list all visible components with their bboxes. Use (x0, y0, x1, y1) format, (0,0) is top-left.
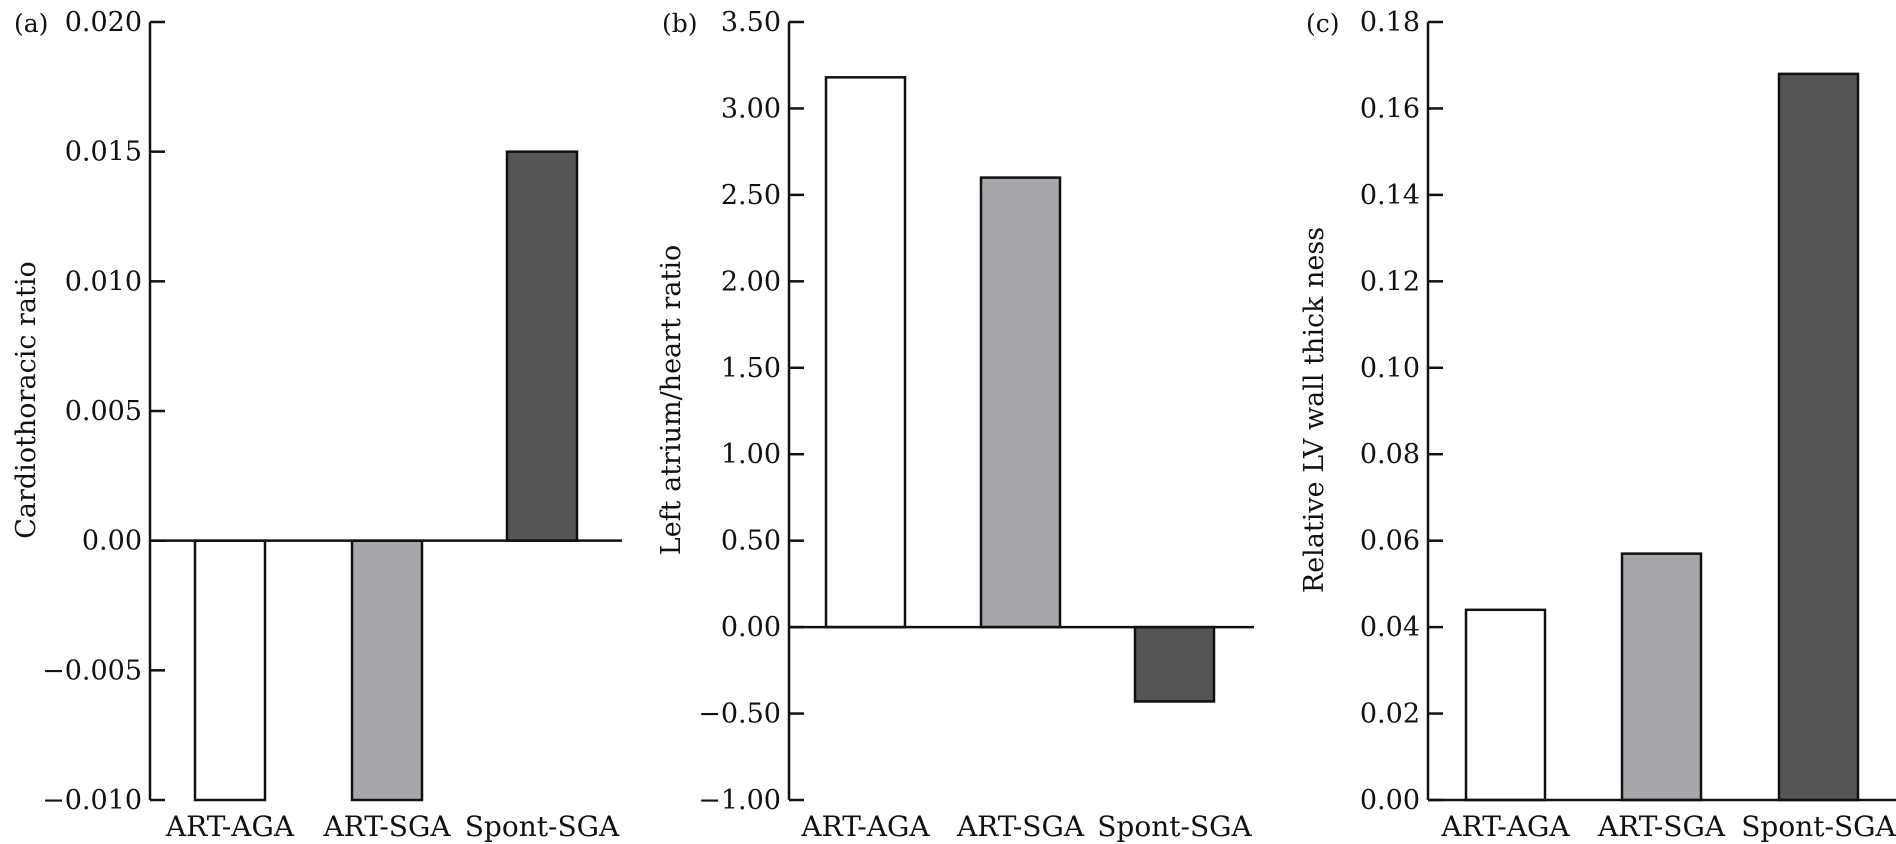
y-axis-title: Cardiothoracic ratio (11, 261, 42, 539)
bar-spont-sga (1133, 625, 1216, 703)
y-tick-label: 0.16 (1360, 93, 1420, 124)
panel-label: (a) (14, 9, 48, 38)
panel-label: (c) (1306, 9, 1340, 38)
y-tick-label: 0.02 (1360, 699, 1420, 730)
bar-spont-sga (1777, 72, 1860, 802)
bar-art-sga (1620, 552, 1703, 802)
bar-spont-sga (505, 150, 579, 542)
y-tick-label: −0.010 (42, 785, 142, 816)
y-tick-label: 0.50 (721, 526, 781, 557)
y-tick-label: −0.005 (42, 655, 142, 686)
y-tick-label: 0.04 (1360, 612, 1420, 643)
category-label: Spont-SGA (1097, 810, 1252, 843)
y-tick-label: 0.12 (1360, 266, 1420, 297)
category-label: ART-SGA (956, 810, 1085, 843)
bar-art-sga (350, 539, 424, 802)
y-tick-label: 0.00 (82, 526, 142, 557)
y-axis-title: Relative LV wall thick ness (1299, 227, 1330, 593)
y-tick-label: 0.010 (65, 266, 142, 297)
category-label: ART-AGA (1440, 810, 1570, 843)
y-axis-title: Left atrium/heart ratio (656, 245, 687, 555)
chart-panel-2: −1.00 −0.50 0.00 0.50 1.00 1.50 2.00 2.50 3.00 3.… (656, 7, 1254, 843)
panel-label: (b) (662, 9, 698, 38)
category-label: ART-SGA (1597, 810, 1726, 843)
chart-panel-3: 0.00 0.02 0.04 0.06 0.08 0.10 0.12 0.14 0.16 0.18… (1299, 7, 1896, 843)
y-tick-label: 1.00 (721, 439, 781, 470)
y-tick-label: 3.00 (721, 93, 781, 124)
y-tick-label: −0.50 (698, 699, 781, 730)
y-tick-label: −1.00 (698, 785, 781, 816)
y-tick-label: 0.00 (721, 612, 781, 643)
y-tick-label: 1.50 (721, 353, 781, 384)
category-label: ART-AGA (800, 810, 930, 843)
y-tick-label: 0.10 (1360, 353, 1420, 384)
y-tick-label: 3.50 (721, 7, 781, 38)
chart-panel-1: −0.010 −0.005 0.00 0.005 0.010 0.015 0.020 ART-… (11, 7, 622, 843)
bar-art-aga (193, 539, 267, 802)
y-tick-label: 2.50 (721, 180, 781, 211)
y-tick-label: 0.005 (65, 396, 142, 427)
y-tick-label: 0.020 (65, 7, 142, 38)
bar-art-aga (824, 76, 907, 629)
y-tick-label: 2.00 (721, 266, 781, 297)
y-tick-label: 0.015 (65, 137, 142, 168)
category-label: Spont-SGA (1741, 810, 1896, 843)
bar-art-sga (979, 176, 1062, 629)
y-tick-label: 0.06 (1360, 526, 1420, 557)
category-label: Spont-SGA (465, 810, 620, 843)
category-label: ART-SGA (322, 810, 451, 843)
bar-art-aga (1464, 608, 1547, 802)
y-tick-label: 0.00 (1360, 785, 1420, 816)
y-tick-label: 0.14 (1360, 180, 1420, 211)
category-label: ART-AGA (165, 810, 295, 843)
y-tick-label: 0.18 (1360, 7, 1420, 38)
y-tick-label: 0.08 (1360, 439, 1420, 470)
